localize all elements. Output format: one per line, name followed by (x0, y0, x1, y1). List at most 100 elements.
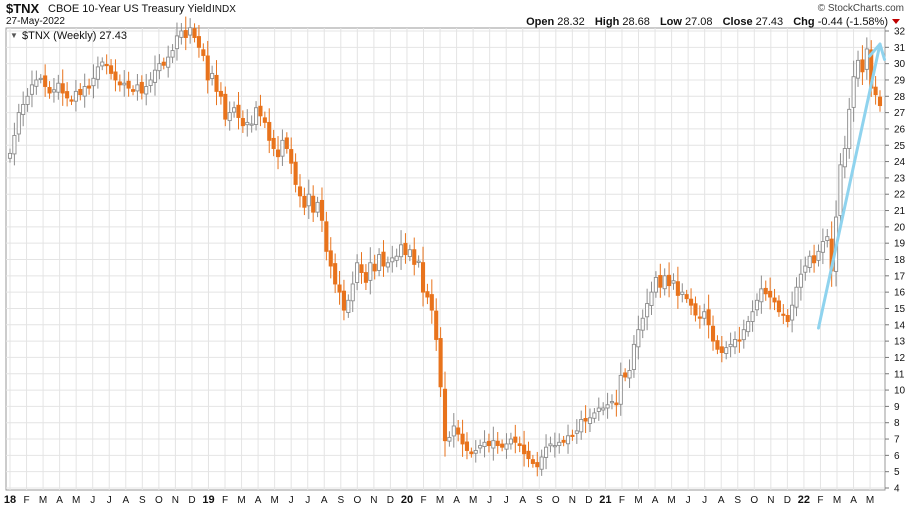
candle (438, 327, 443, 398)
candle (21, 91, 26, 127)
candle (179, 23, 184, 45)
x-tick-label: A (519, 495, 526, 506)
candle (636, 315, 641, 360)
x-tick-label: A (850, 495, 857, 506)
x-tick-label: O (750, 495, 758, 506)
candle (122, 70, 127, 97)
candle (702, 303, 707, 326)
x-tick-label: D (585, 495, 592, 506)
candle (653, 271, 658, 298)
candle (425, 283, 430, 305)
candle (166, 45, 171, 78)
legend-icon: ▼ (10, 31, 18, 40)
candle (544, 434, 549, 470)
candle (689, 288, 694, 315)
candle (126, 71, 131, 97)
candle (139, 75, 144, 100)
candle (680, 283, 685, 303)
candle (284, 132, 289, 154)
candle (623, 368, 628, 382)
candle (390, 245, 395, 273)
candle (684, 289, 689, 303)
x-tick-label: O (353, 495, 361, 506)
candle (724, 341, 729, 360)
ticker-symbol: $TNX (6, 1, 40, 16)
candle (117, 74, 122, 92)
y-tick-label: 13 (894, 337, 906, 348)
candle (245, 109, 250, 137)
candle (12, 122, 17, 166)
candle (469, 447, 474, 458)
candle (596, 397, 601, 421)
candle (464, 432, 470, 460)
candle (513, 424, 518, 454)
candle (851, 60, 856, 122)
x-tick-label: M (469, 495, 477, 506)
candle (451, 413, 456, 448)
y-tick-label: 8 (894, 418, 900, 429)
x-tick-label: M (667, 495, 675, 506)
candle (346, 294, 351, 318)
x-tick-label: A (255, 495, 262, 506)
candle (710, 315, 716, 351)
candle (855, 50, 861, 87)
y-tick-label: 20 (894, 222, 906, 233)
candle (293, 153, 298, 193)
candle (82, 73, 87, 108)
candle (311, 185, 316, 222)
candle (539, 449, 544, 476)
y-tick-label: 9 (894, 402, 900, 413)
candle (34, 70, 39, 95)
y-tick-label: 12 (894, 353, 906, 364)
candle (847, 97, 852, 159)
x-tick-label: D (188, 495, 195, 506)
y-tick-label: 15 (894, 304, 906, 315)
x-tick-label: N (370, 495, 377, 506)
candle (552, 432, 557, 458)
candle (873, 76, 878, 105)
candle (587, 408, 593, 432)
candle (557, 433, 562, 454)
candle (671, 273, 676, 290)
candle (662, 268, 667, 296)
candle (842, 135, 847, 179)
candle (192, 23, 197, 43)
candle (232, 101, 237, 118)
candle (530, 454, 535, 468)
candle (728, 332, 733, 358)
x-tick-label: N (767, 495, 774, 506)
x-tick-label: S (337, 495, 344, 506)
y-tick-label: 10 (894, 386, 906, 397)
candle (583, 405, 588, 434)
candle (306, 179, 311, 219)
candle (412, 237, 417, 276)
candle (640, 309, 645, 339)
y-tick-label: 4 (894, 484, 900, 495)
candle (482, 430, 487, 458)
candle (341, 279, 346, 321)
candle (645, 288, 650, 331)
candle (236, 92, 241, 130)
candle (785, 309, 790, 328)
candle (790, 291, 795, 333)
stockcharts-logo[interactable]: © StockCharts.com (817, 3, 904, 14)
x-tick-label: J (504, 495, 509, 506)
candle (825, 229, 830, 248)
candle (781, 304, 786, 325)
x-tick-label: N (172, 495, 179, 506)
candle (69, 95, 74, 106)
candle (65, 82, 70, 107)
y-tick-label: 29 (894, 75, 906, 86)
candle (500, 439, 505, 452)
candle (649, 281, 654, 315)
candle (271, 129, 276, 157)
x-tick-label: M (270, 495, 278, 506)
candle (517, 436, 522, 453)
candle (188, 18, 193, 44)
y-tick-label: 21 (894, 206, 906, 217)
x-tick-label: F (420, 495, 426, 506)
x-tick-label: A (652, 495, 659, 506)
candle (658, 263, 663, 298)
low-value: 27.08 (685, 16, 713, 28)
